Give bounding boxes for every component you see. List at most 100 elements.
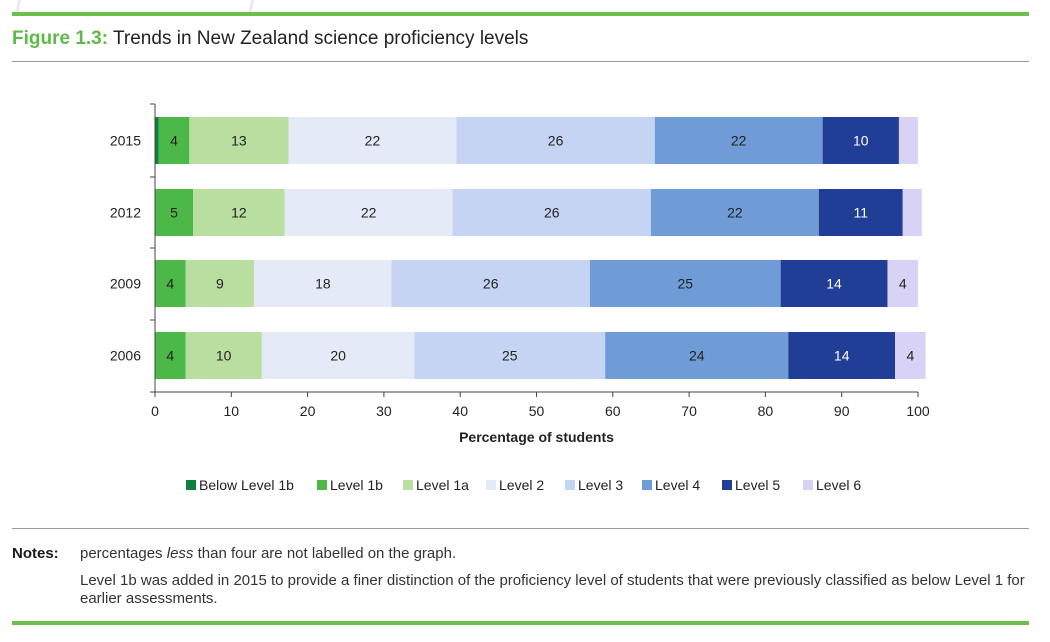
data-label: 26 — [544, 205, 560, 221]
legend-swatch — [186, 480, 196, 490]
legend-label: Level 6 — [816, 477, 861, 493]
legend-label: Level 1a — [416, 477, 469, 493]
legend-swatch — [722, 480, 732, 490]
bar-segment-2015-level-4 — [654, 117, 823, 164]
data-label: 5 — [170, 205, 178, 221]
x-tick-label: 10 — [224, 403, 240, 419]
figure-number: Figure 1.3: — [12, 28, 109, 49]
legend-swatch — [403, 480, 413, 490]
figure-title: Figure 1.3: Trends in New Zealand scienc… — [12, 28, 528, 50]
x-tick-label: 50 — [529, 403, 545, 419]
x-tick-label: 30 — [376, 403, 392, 419]
x-tick-label: 70 — [681, 403, 697, 419]
data-label: 22 — [727, 205, 743, 221]
stacked-bar-chart: 4 13 22 26 22 10 2015 5 12 22 26 22 11 2012 4 9 18 26 25 14… — [110, 103, 930, 493]
data-label: 26 — [548, 133, 564, 149]
legend-label: Level 5 — [735, 477, 780, 493]
note-2: Level 1b was added in 2015 to provide a … — [80, 572, 1025, 607]
legend-swatch — [642, 480, 652, 490]
bar-segment-2006-level-5 — [788, 332, 896, 379]
x-tick-label: 60 — [605, 403, 621, 419]
legend-swatch — [486, 480, 496, 490]
bar-segment-2015-level-1a — [189, 117, 289, 164]
note-1-emphasis: less — [166, 545, 194, 562]
legend-label: Level 3 — [578, 477, 623, 493]
legend-label: Level 1b — [330, 477, 383, 493]
category-label: 2015 — [110, 133, 141, 149]
bar-segment-2012-level-1a — [193, 189, 285, 236]
bar-segment-2015-level-5 — [822, 117, 899, 164]
data-label: 14 — [826, 276, 842, 292]
data-label: 26 — [483, 276, 499, 292]
legend-swatch — [565, 480, 575, 490]
data-label: 13 — [231, 133, 247, 149]
x-tick-label: 90 — [834, 403, 850, 419]
legend-swatch — [317, 480, 327, 490]
category-label: 2009 — [110, 276, 141, 292]
bar-segment-2009-level-2 — [254, 260, 392, 307]
bar-segment-2015-level-6 — [898, 117, 918, 164]
data-label: 4 — [166, 276, 174, 292]
data-label: 20 — [330, 348, 346, 364]
data-label: 11 — [854, 205, 869, 221]
data-label: 4 — [899, 276, 907, 292]
bar-segment-2009-level-1a — [185, 260, 255, 307]
bar-segment-2012-level-2 — [284, 189, 453, 236]
data-label: 24 — [689, 348, 705, 364]
bar-segment-2009-level-6 — [887, 260, 918, 307]
note-1-before: percentages — [80, 545, 167, 562]
bar-segment-2006-level-2 — [261, 332, 415, 379]
bar-segment-2015-level-2 — [288, 117, 457, 164]
data-label: 4 — [906, 348, 914, 364]
legend-label: Level 2 — [499, 477, 544, 493]
legend-label: Below Level 1b — [199, 477, 294, 493]
category-label: 2006 — [110, 348, 141, 364]
bar-segment-2006-level-4 — [605, 332, 789, 379]
bar-segment-2012-level-6 — [902, 189, 922, 236]
bar-segment-2012-level-1b — [155, 189, 194, 236]
bottom-rule — [12, 621, 1029, 625]
notes-rule — [12, 528, 1029, 529]
x-tick-label: 0 — [151, 403, 159, 419]
bar-segment-2015-level-3 — [456, 117, 655, 164]
bar-segment-2012-level-3 — [452, 189, 651, 236]
category-label: 2012 — [110, 205, 141, 221]
data-label: 25 — [677, 276, 693, 292]
bar-segment-2012-level-4 — [650, 189, 819, 236]
data-label: 10 — [216, 348, 232, 364]
data-label: 14 — [834, 348, 850, 364]
data-label: 4 — [166, 348, 174, 364]
note-1: percentages less than four are not label… — [80, 545, 1030, 563]
data-label: 10 — [853, 133, 869, 149]
bar-segment-2009-level-4 — [589, 260, 781, 307]
bar-segment-2012-level-5 — [818, 189, 903, 236]
bar-segment-2015-below-level-1b — [155, 117, 159, 164]
bar-segment-2009-level-5 — [780, 260, 888, 307]
x-tick-label: 40 — [452, 403, 468, 419]
data-label: 4 — [170, 133, 178, 149]
note-1-after: than four are not labelled on the graph. — [193, 545, 457, 562]
bar-segment-2009-level-3 — [391, 260, 590, 307]
top-rule — [12, 12, 1029, 16]
title-rule — [12, 61, 1029, 62]
x-tick-label: 20 — [300, 403, 316, 419]
x-tick-label: 100 — [906, 403, 930, 419]
legend-swatch — [803, 480, 813, 490]
data-label: 22 — [365, 133, 381, 149]
figure-title-text: Trends in New Zealand science proficienc… — [113, 28, 529, 49]
bar-segment-2015-level-1b — [158, 117, 190, 164]
data-label: 22 — [731, 133, 747, 149]
data-label: 25 — [502, 348, 518, 364]
data-label: 18 — [315, 276, 331, 292]
bar-segment-2006-level-1b — [155, 332, 186, 379]
data-label: 12 — [231, 205, 247, 221]
legend-label: Level 4 — [655, 477, 700, 493]
bar-segment-2006-level-3 — [414, 332, 606, 379]
bar-segment-2006-level-1a — [185, 332, 262, 379]
x-tick-label: 80 — [758, 403, 774, 419]
x-axis-label: Percentage of students — [459, 429, 614, 445]
data-label: 9 — [216, 276, 224, 292]
bar-segment-2006-level-6 — [895, 332, 926, 379]
notes-label: Notes: — [12, 545, 59, 562]
bar-segment-2009-level-1b — [155, 260, 186, 307]
